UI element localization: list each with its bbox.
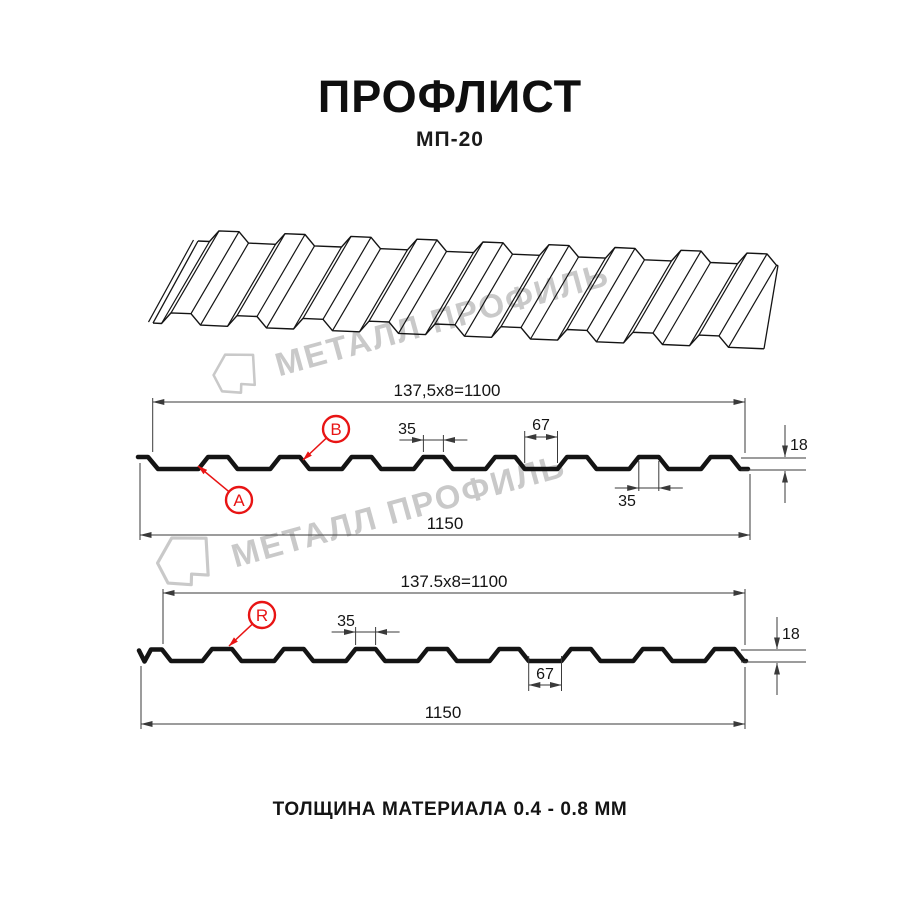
front-crest-bottom-label: 35 — [618, 493, 636, 510]
metal-profil-logo-icon — [212, 353, 257, 394]
left-cut-edge-inner — [147, 239, 195, 323]
rib-edge-line — [688, 263, 739, 347]
rib-edge-line — [500, 244, 550, 328]
point-label-r-leader — [228, 623, 254, 647]
rib-edge-line — [652, 250, 702, 334]
rib-edge-line — [397, 251, 448, 334]
point-label-a-circle — [224, 485, 254, 515]
front-edge-profile — [152, 312, 765, 350]
rib-edge-line — [698, 252, 748, 336]
rib-edge-line — [292, 246, 343, 330]
rib-edge-line — [424, 252, 475, 335]
profile-outline-front — [135, 454, 751, 472]
rib-edge-line — [170, 230, 220, 314]
rib-edge-line — [661, 262, 712, 345]
watermark-top: МЕТАЛЛ ПРОФИЛЬ — [203, 248, 613, 403]
thickness-note: ТОЛЩИНА МАТЕРИАЛА 0.4 - 0.8 ММ — [272, 799, 628, 820]
rib-edge-line — [199, 242, 250, 326]
point-label-a-letter: A — [233, 491, 245, 510]
reverse-dimensions: 137.5x8=1100 35 67 18 1150 R — [140, 572, 806, 729]
sheet-3d-view — [147, 230, 779, 350]
rib-edge-line — [322, 236, 372, 320]
rib-edge-line — [463, 253, 514, 337]
point-label-b-circle — [321, 414, 351, 444]
front-height-label: 18 — [790, 437, 808, 454]
cross-section-front — [135, 454, 751, 472]
reverse-covering-width-label: 137.5x8=1100 — [401, 572, 508, 591]
rib-edge-line — [226, 243, 277, 327]
reverse-overall-width-label: 1150 — [425, 703, 462, 722]
rib-edge-line — [434, 241, 484, 325]
point-label-b-leader — [302, 437, 328, 461]
rib-edge-line — [566, 247, 616, 330]
right-cut-edge — [763, 265, 779, 349]
rib-edge-line — [302, 236, 352, 319]
rib-edge-line — [256, 234, 306, 317]
rib-edge-line — [727, 264, 778, 348]
front-dimensions: 137,5x8=1100 35 67 18 35 1150 B A — [139, 381, 808, 540]
rib-edge-line — [632, 249, 682, 333]
rib-edge-line — [556, 257, 607, 341]
rib-edge-line — [586, 248, 636, 331]
reverse-crest-width-label: 35 — [337, 613, 355, 630]
reverse-valley-width-label: 67 — [536, 666, 554, 683]
front-overall-width-label: 1150 — [427, 514, 464, 533]
point-label-r-letter: R — [256, 606, 268, 625]
front-covering-width-label: 137,5x8=1100 — [394, 381, 501, 400]
rib-edge-line — [368, 238, 418, 322]
front-valley-width-label: 67 — [532, 417, 550, 434]
cross-section-reverse — [136, 646, 749, 664]
point-label-b-letter: B — [330, 420, 341, 439]
reverse-height-label: 18 — [782, 626, 800, 643]
rib-edge-line — [265, 245, 316, 329]
left-cut-edge — [152, 240, 199, 324]
rib-edge-line — [490, 254, 541, 338]
rib-edge-line — [331, 248, 382, 332]
back-edge-profile — [197, 230, 779, 267]
point-label-r-circle — [247, 600, 277, 630]
rib-edge-line — [622, 260, 673, 344]
front-crest-width-label: 35 — [398, 421, 416, 438]
rib-edge-line — [529, 256, 580, 340]
rib-edge-line — [160, 241, 211, 324]
profile-model: МП-20 — [416, 128, 484, 151]
rib-edge-line — [388, 239, 438, 323]
rib-edge-line — [236, 233, 286, 317]
rib-edge-line — [190, 231, 240, 315]
back-edge-group — [197, 230, 779, 267]
rib-edge-line — [520, 245, 570, 328]
point-label-a-leader — [197, 465, 230, 493]
profile-outline-reverse — [136, 646, 749, 664]
rib-edge-line — [358, 249, 409, 333]
rib-edge-line — [595, 259, 646, 343]
page-title: ПРОФЛИСТ — [317, 71, 583, 122]
rib-edge-line — [718, 253, 768, 337]
rib-edge-line — [454, 242, 504, 326]
